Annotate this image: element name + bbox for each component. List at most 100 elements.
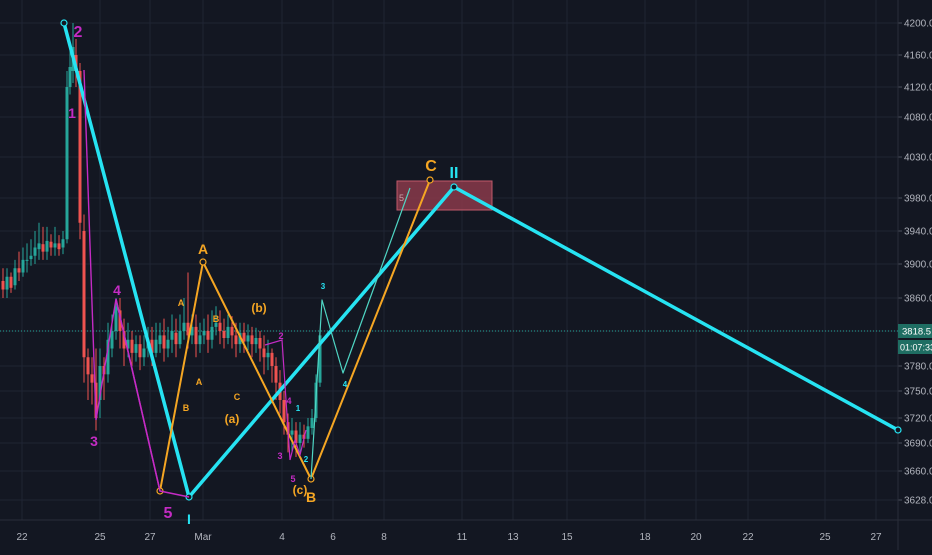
- candle-body: [266, 352, 270, 358]
- candle-body: [166, 339, 170, 349]
- candle-body: [5, 276, 9, 290]
- candle-body: [86, 357, 90, 375]
- candle-body: [190, 326, 194, 336]
- countdown-label: 01:07:33: [900, 343, 932, 353]
- candle-body: [178, 331, 182, 345]
- candle-body: [198, 335, 202, 345]
- candle-body: [126, 339, 130, 349]
- candle-body: [270, 352, 274, 366]
- price-tick-label: 3690.0: [904, 439, 932, 450]
- wave-pivot-point: [60, 19, 68, 27]
- sub-wave-label-3: 3: [321, 282, 326, 291]
- candle-body: [162, 335, 166, 349]
- wave-path-orange: [159, 179, 431, 492]
- time-tick-label: 20: [690, 532, 702, 543]
- candle-body: [37, 243, 41, 250]
- candle-body: [194, 326, 198, 345]
- candle-body: [250, 335, 254, 345]
- candle-body: [218, 322, 222, 331]
- price-tick-label: 4030.0: [904, 153, 932, 164]
- candle-body: [230, 326, 234, 336]
- wave-label-A: A: [198, 241, 208, 257]
- candle-body: [214, 322, 218, 327]
- wave-label-B: B: [306, 489, 316, 505]
- candle-body: [118, 310, 122, 331]
- candle-body: [262, 348, 266, 358]
- candle-body: [29, 255, 33, 260]
- candle-body: [158, 335, 162, 345]
- time-tick-label: 27: [144, 532, 156, 543]
- candle-body: [282, 400, 286, 423]
- time-tick-label: 4: [279, 532, 285, 543]
- candle-body: [33, 247, 37, 256]
- price-tick-label: 4160.0: [904, 51, 932, 62]
- candle-body: [90, 374, 94, 383]
- candle-body: [41, 244, 45, 252]
- candle-body: [170, 331, 174, 340]
- wave-label-II: II: [450, 165, 459, 182]
- candle-body: [210, 326, 214, 340]
- candle-body: [21, 259, 25, 273]
- candle-body: [258, 338, 262, 349]
- candle-body: [202, 331, 206, 336]
- box-wave-label-5: 5: [399, 193, 404, 203]
- candle-body: [318, 335, 322, 383]
- candle-body: [78, 71, 82, 223]
- candle-body: [9, 276, 13, 288]
- wave-label-small-A2: A: [196, 377, 203, 387]
- wave-label-5: 5: [164, 505, 173, 522]
- sub-wave-label-m4: 4: [286, 396, 291, 406]
- wave-label-2: 2: [74, 24, 83, 41]
- time-tick-label: 13: [507, 532, 519, 543]
- wave-pivot-point: [426, 176, 434, 184]
- price-tick-label: 3720.0: [904, 414, 932, 425]
- candle-body: [182, 322, 186, 331]
- candle-body: [68, 67, 72, 87]
- time-tick-label: 22: [742, 532, 754, 543]
- candle-body: [130, 339, 134, 353]
- countdown-tag: [898, 340, 932, 354]
- wave-label-small-C: C: [234, 392, 241, 402]
- time-tick-label: Mar: [194, 532, 212, 543]
- candle-body: [186, 322, 190, 336]
- wave-label-I: I: [187, 511, 191, 527]
- candle-body: [13, 268, 17, 286]
- price-tick-label: 3980.0: [904, 194, 932, 205]
- wave-label-C: C: [425, 158, 437, 175]
- current-price-tag: [898, 324, 932, 338]
- wave-label-c: (c): [293, 483, 308, 497]
- time-tick-label: 27: [870, 532, 882, 543]
- candle-body: [306, 426, 310, 439]
- candle-body: [242, 332, 246, 342]
- candle-body: [98, 366, 102, 400]
- candle-body: [174, 332, 178, 345]
- time-tick-label: 25: [819, 532, 831, 543]
- candle-body: [138, 344, 142, 358]
- time-tick-label: 25: [94, 532, 106, 543]
- time-tick-label: 22: [16, 532, 28, 543]
- candle-body: [61, 239, 65, 248]
- sub-wave-label-2: 2: [304, 455, 309, 464]
- candle-body: [25, 259, 29, 261]
- candle-body: [1, 281, 5, 290]
- magenta-subwave-path: [83, 69, 161, 492]
- sub-wave-label-4: 4: [343, 380, 348, 389]
- wave-pivot-point: [199, 258, 207, 266]
- time-tick-label: 15: [561, 532, 573, 543]
- time-tick-label: 6: [330, 532, 336, 543]
- candle-body: [150, 339, 154, 353]
- wave-path-cyan: [62, 22, 899, 499]
- candle-body: [274, 366, 278, 383]
- candle-body: [65, 87, 69, 240]
- candle-body: [222, 331, 226, 338]
- candle-body: [154, 339, 158, 353]
- price-tick-label: 3660.0: [904, 467, 932, 478]
- candle-body: [45, 240, 49, 252]
- candle-body: [106, 339, 110, 375]
- wave-pivot-point: [450, 183, 458, 191]
- candle-body: [110, 331, 114, 349]
- wave-label-4: 4: [113, 282, 121, 298]
- wave-path-teal_thin: [310, 187, 411, 480]
- price-tick-label: 3628.0: [904, 496, 932, 507]
